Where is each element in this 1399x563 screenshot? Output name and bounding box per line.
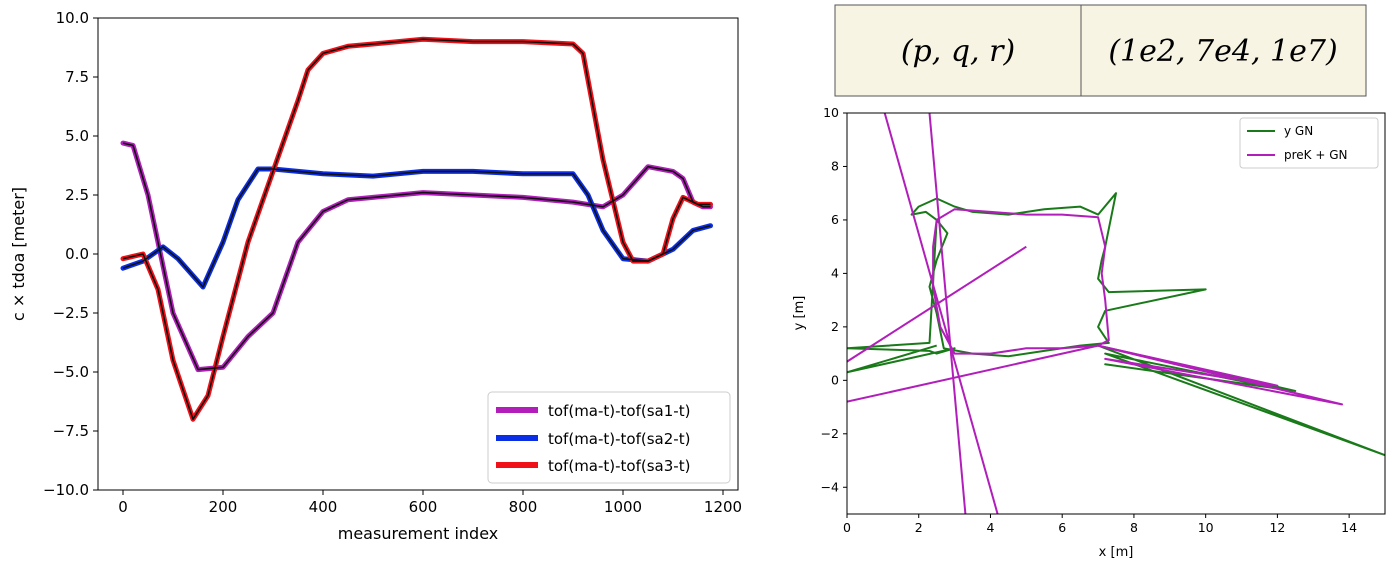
trajectory-line-5 — [928, 113, 967, 514]
right-plot-marks — [847, 113, 1385, 514]
series-line-sa3 — [120, 36, 713, 422]
y-tick-label: −7.5 — [53, 422, 89, 440]
x-tick-label: 4 — [986, 520, 994, 535]
left-ticks: 0 200 400 600 800 1000 1200 −10.0 −7.5 −5.0 −2.5 0.… — [43, 9, 742, 516]
y-tick-label: −2.5 — [53, 304, 89, 322]
y-tick-label: 0 — [831, 372, 839, 387]
x-tick-label: 400 — [309, 498, 338, 516]
legend-label-sa3: tof(ma-t)-tof(sa3-t) — [548, 457, 690, 475]
x-tick-label: 0 — [843, 520, 851, 535]
y-tick-label: 10.0 — [56, 9, 89, 27]
trajectory-line-7 — [847, 344, 1099, 403]
left-plot-marks — [120, 36, 713, 422]
x-tick-label: 14 — [1341, 520, 1357, 535]
param-table-cell-right: (1e2, 7e4, 1e7) — [1108, 34, 1337, 69]
right-ticks: 0 2 4 6 8 10 12 14 −4 −2 0 2 4 6 8 10 — [821, 105, 1358, 535]
trajectory-line-2 — [932, 208, 1110, 355]
y-tick-label: 8 — [831, 158, 839, 173]
left-legend: tof(ma-t)-tof(sa1-t) tof(ma-t)-tof(sa2-t… — [487, 391, 731, 484]
trajectory-line-1 — [1097, 344, 1385, 457]
y-tick-label: 6 — [831, 212, 839, 227]
y-tick-label: −4 — [821, 479, 839, 494]
right-ylabel: y [m] — [792, 296, 807, 331]
x-tick-label: 10 — [1198, 520, 1214, 535]
legend-label-prek: preK + GN — [1284, 148, 1348, 162]
trajectory-line-3 — [1097, 344, 1343, 406]
y-tick-label: 7.5 — [65, 68, 89, 86]
y-tick-label: 0.0 — [65, 245, 89, 263]
left-legend-box — [487, 391, 731, 484]
x-tick-label: 1200 — [704, 498, 742, 516]
param-table-cell-left: (p, q, r) — [901, 34, 1015, 69]
legend-label-sa1: tof(ma-t)-tof(sa1-t) — [548, 402, 690, 420]
x-tick-label: 600 — [409, 498, 438, 516]
right-axes-frame — [846, 112, 1386, 515]
right-chart: 0 2 4 6 8 10 12 14 −4 −2 0 2 4 6 8 10 x [m] y [m] y GN … — [792, 105, 1386, 560]
left-xlabel: measurement index — [338, 524, 498, 543]
y-tick-label: 2 — [831, 319, 839, 334]
y-tick-label: 2.5 — [65, 186, 89, 204]
smoothed-line-sa1 — [122, 142, 711, 371]
param-table-background — [834, 4, 1367, 97]
right-xlabel: x [m] — [1099, 545, 1134, 560]
legend-label-sa2: tof(ma-t)-tof(sa2-t) — [548, 430, 690, 448]
trajectory-line-0 — [847, 192, 1207, 374]
x-tick-label: 1000 — [604, 498, 642, 516]
y-tick-label: −2 — [821, 426, 839, 441]
y-tick-label: 5.0 — [65, 127, 89, 145]
smoothed-line-sa3 — [122, 38, 711, 421]
right-legend: y GN preK + GN — [1239, 117, 1379, 169]
trajectory-line-6 — [847, 245, 1027, 363]
smoothed-line-sa2 — [122, 168, 711, 288]
x-tick-label: 8 — [1130, 520, 1138, 535]
y-tick-label: 4 — [831, 265, 839, 280]
x-tick-label: 2 — [915, 520, 923, 535]
left-ylabel: c × tdoa [meter] — [9, 187, 28, 321]
param-table: (p, q, r) (1e2, 7e4, 1e7) — [834, 4, 1367, 97]
trajectory-line-4 — [883, 113, 999, 514]
x-tick-label: 800 — [509, 498, 538, 516]
y-tick-label: 10 — [823, 105, 839, 120]
x-tick-label: 12 — [1269, 520, 1285, 535]
legend-label-ygn: y GN — [1284, 124, 1313, 138]
x-tick-label: 200 — [209, 498, 238, 516]
x-tick-label: 0 — [118, 498, 128, 516]
x-tick-label: 6 — [1058, 520, 1066, 535]
y-tick-label: −5.0 — [53, 363, 89, 381]
y-tick-label: −10.0 — [43, 481, 89, 499]
left-chart: 0 200 400 600 800 1000 1200 −10.0 −7.5 −5.0 −2.5 0.… — [9, 9, 742, 543]
